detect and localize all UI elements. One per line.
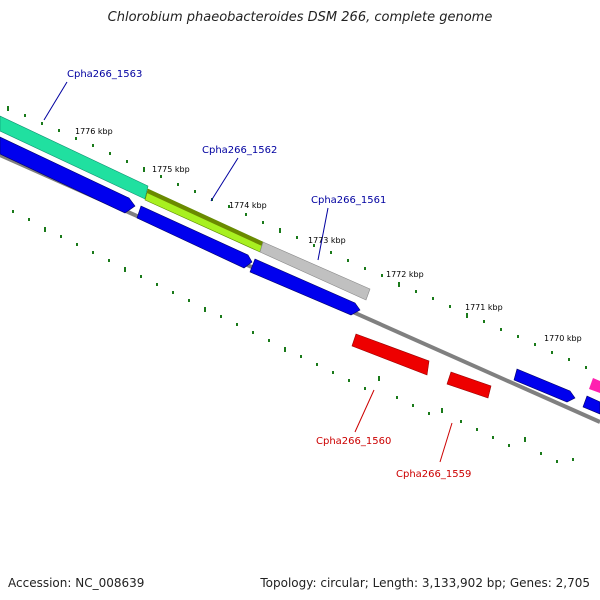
gene-label-cpha266-1561[interactable]: Cpha266_1561 bbox=[311, 195, 386, 206]
gene-bar-edge[interactable] bbox=[589, 378, 600, 393]
scale-label: 1773 kbp bbox=[308, 236, 346, 245]
accession-text: Accession: NC_008639 bbox=[8, 576, 145, 590]
cds-arrow bbox=[513, 368, 576, 403]
cds-arrow bbox=[582, 395, 600, 415]
gene-label-cpha266-1563[interactable]: Cpha266_1563 bbox=[67, 69, 142, 80]
cds-track bbox=[0, 136, 600, 415]
scale-label: 1771 kbp bbox=[465, 303, 503, 312]
scale-label: 1776 kbp bbox=[75, 127, 113, 136]
cds-arrow bbox=[136, 205, 253, 269]
gene-label-cpha266-1560[interactable]: Cpha266_1560 bbox=[316, 436, 391, 447]
scale-label: 1772 kbp bbox=[386, 270, 424, 279]
cds-arrow bbox=[249, 258, 361, 316]
label-leaders bbox=[43, 81, 453, 463]
scale-label: 1770 kbp bbox=[544, 334, 582, 343]
gene-bar-cpha266-1562-shade bbox=[147, 189, 263, 246]
cds-arrow bbox=[0, 136, 136, 214]
genome-title: Chlorobium phaeobacteroides DSM 266, com… bbox=[107, 10, 493, 25]
gene-bar-cpha266-1559[interactable] bbox=[446, 371, 492, 399]
gene-bar-cpha266-1561[interactable] bbox=[259, 241, 371, 301]
topology-text: Topology: circular; Length: 3,133,902 bp… bbox=[260, 576, 590, 590]
scale-label: 1775 kbp bbox=[152, 165, 190, 174]
scale-ticks-upper bbox=[7, 106, 587, 369]
scale-label: 1774 kbp bbox=[229, 201, 267, 210]
scale-ticks-lower bbox=[12, 210, 574, 463]
gene-bar-cpha266-1560[interactable] bbox=[351, 333, 430, 376]
gene-label-cpha266-1559[interactable]: Cpha266_1559 bbox=[396, 469, 471, 480]
gene-label-cpha266-1562[interactable]: Cpha266_1562 bbox=[202, 145, 277, 156]
